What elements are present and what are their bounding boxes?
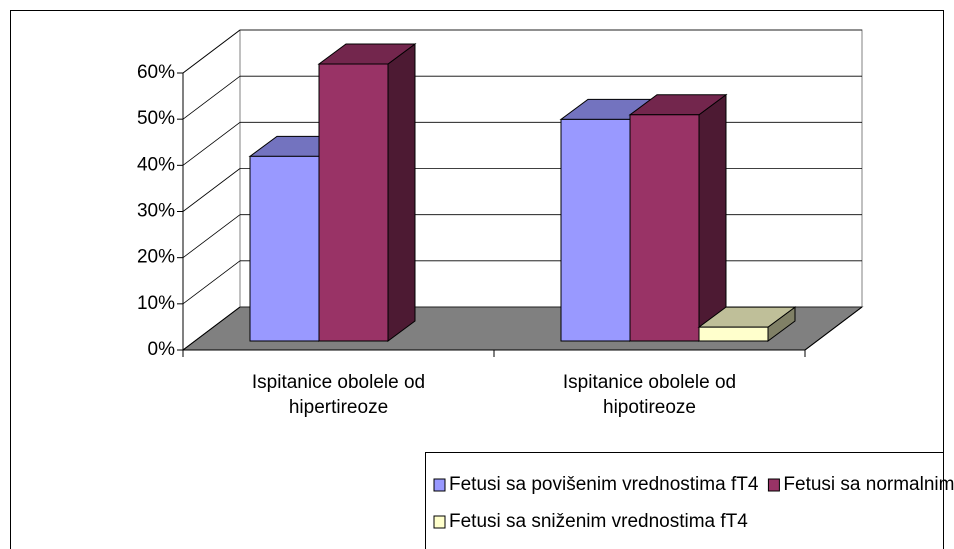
legend-label: Fetusi sa normalnim vrednostima fT4: [783, 474, 954, 495]
y-tick-label: 0%: [148, 339, 176, 360]
grid-line: [182, 168, 241, 212]
y-tick-label: 40%: [137, 154, 175, 175]
bar-front: [698, 326, 769, 342]
bar: [697, 306, 797, 342]
bar: [628, 93, 728, 342]
bar-front: [249, 155, 320, 342]
bar-side: [387, 43, 416, 342]
grid-line: [182, 260, 241, 305]
grid-line: [182, 306, 241, 351]
grid-line: [182, 214, 241, 258]
bar: [317, 43, 417, 342]
grid-line: [182, 122, 241, 166]
grid-line: [182, 75, 241, 120]
legend-box: [425, 452, 944, 549]
y-tick-label: 10%: [137, 293, 175, 314]
floor-edge: [804, 306, 863, 351]
x-tick-label: Ispitanice obolele od hipertireoze: [251, 372, 426, 418]
bar-front: [629, 114, 700, 342]
legend-label: Fetusi sa sniženim vrednostima fT4: [449, 511, 748, 532]
bar-front: [318, 63, 389, 342]
y-tick-label: 30%: [137, 201, 175, 222]
legend-label: Fetusi sa povišenim vrednostima fT4: [449, 474, 759, 495]
bar-front: [560, 118, 631, 342]
bar-side: [698, 93, 727, 342]
x-tick-label: Ispitanice obolele od hipotireoze: [562, 372, 737, 418]
y-tick-label: 50%: [137, 108, 175, 129]
y-tick-label: 20%: [137, 247, 175, 268]
legend-swatch: [433, 478, 446, 492]
legend-swatch: [767, 478, 780, 492]
y-tick-label: 60%: [137, 62, 175, 83]
grid-line: [182, 29, 241, 74]
legend-swatch: [433, 515, 446, 529]
